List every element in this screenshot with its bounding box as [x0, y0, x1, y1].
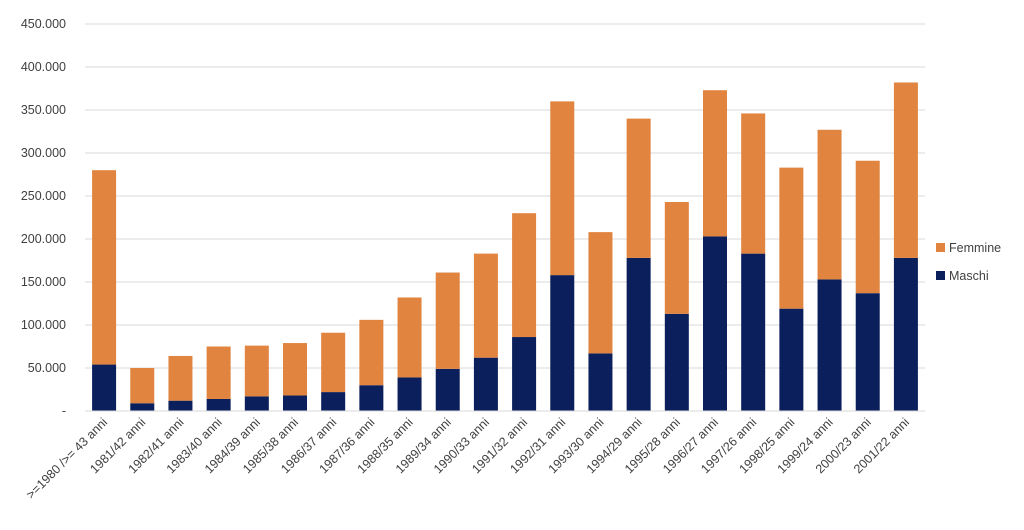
- y-tick-label: 450.000: [21, 17, 66, 31]
- bar-femmine: [397, 297, 422, 378]
- bar-maschi: [703, 236, 727, 411]
- bar-maschi: [359, 385, 384, 411]
- bar-maschi: [168, 400, 193, 411]
- bar-maschi: [550, 275, 575, 411]
- y-tick-label: 200.000: [21, 232, 66, 246]
- bar-femmine: [703, 90, 727, 237]
- bar-femmine: [435, 272, 460, 369]
- y-tick-label: 400.000: [21, 60, 66, 74]
- bar-femmine: [473, 253, 498, 358]
- y-tick-label: 100.000: [21, 318, 66, 332]
- y-tick-label: 150.000: [21, 275, 66, 289]
- y-tick-label: 50.000: [28, 361, 66, 375]
- bar-femmine: [626, 118, 651, 258]
- bar-maschi: [512, 337, 537, 411]
- bar-femmine: [321, 332, 346, 393]
- bar-femmine: [855, 160, 880, 294]
- y-axis-tick-labels: - 50.000 100.000 150.000 200.000 250.000 300.0…: [21, 17, 66, 418]
- bar-femmine: [206, 346, 231, 399]
- legend: Femmine Maschi: [936, 241, 1001, 283]
- y-tick-label: 300.000: [21, 146, 66, 160]
- bar-maschi: [283, 395, 307, 411]
- bar-femmine: [130, 368, 155, 404]
- bar-femmine: [664, 202, 689, 314]
- gridlines: [85, 23, 925, 369]
- bar-femmine: [741, 113, 766, 254]
- legend-label-femmine: Femmine: [949, 241, 1001, 255]
- bar-maschi: [855, 293, 880, 411]
- y-tick-label: 350.000: [21, 103, 66, 117]
- bar-femmine: [283, 343, 307, 396]
- bar-maschi: [741, 253, 766, 411]
- bar-femmine: [168, 355, 193, 401]
- bar-maschi: [397, 377, 422, 411]
- legend-swatch-maschi: [936, 271, 945, 280]
- y-tick-label: 250.000: [21, 189, 66, 203]
- bar-maschi: [244, 396, 269, 411]
- bar-maschi: [206, 398, 231, 411]
- bar-maschi: [779, 308, 804, 411]
- bar-maschi: [321, 392, 346, 411]
- bar-femmine: [359, 319, 384, 386]
- bars: [92, 82, 918, 411]
- bar-maschi: [130, 403, 155, 411]
- bar-femmine: [550, 101, 575, 276]
- bar-maschi: [435, 368, 460, 411]
- legend-label-maschi: Maschi: [949, 269, 989, 283]
- bar-maschi: [92, 364, 117, 411]
- bar-maschi: [664, 313, 689, 411]
- bar-femmine: [244, 345, 269, 397]
- bar-maschi: [473, 357, 498, 411]
- bar-femmine: [817, 129, 842, 280]
- bar-femmine: [893, 82, 918, 258]
- bar-femmine: [779, 167, 804, 309]
- legend-swatch-femmine: [936, 243, 945, 252]
- bar-maschi: [893, 257, 918, 411]
- bar-maschi: [817, 279, 842, 411]
- bar-femmine: [588, 232, 613, 354]
- bar-maschi: [626, 257, 651, 411]
- bar-femmine: [512, 213, 537, 338]
- bar-femmine: [92, 170, 117, 365]
- bar-maschi: [588, 353, 613, 411]
- y-tick-label: -: [62, 404, 66, 418]
